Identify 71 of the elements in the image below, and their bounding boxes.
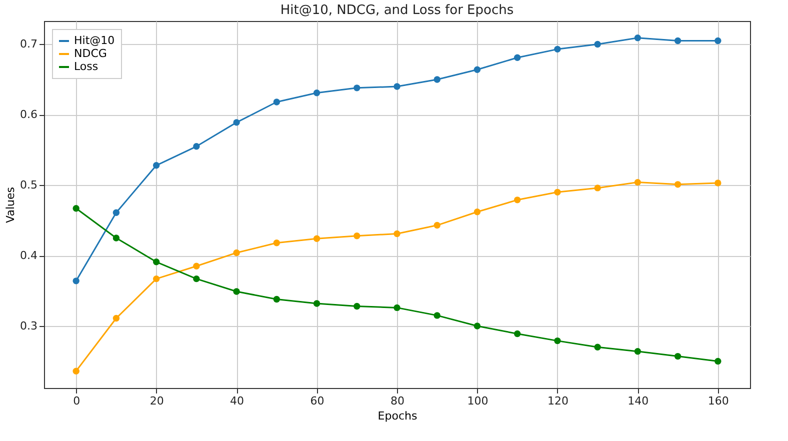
point xyxy=(514,330,521,338)
y-tick-label: 0.4 xyxy=(20,249,38,262)
legend-label: NDCG xyxy=(74,47,107,60)
point xyxy=(354,232,360,240)
point xyxy=(674,181,682,188)
point xyxy=(714,180,722,186)
x-tick-label: 40 xyxy=(230,394,244,408)
y-tick-label: 0.7 xyxy=(20,38,38,51)
point xyxy=(193,143,200,150)
x-tick-label: 0 xyxy=(73,394,80,408)
point xyxy=(313,90,320,96)
point xyxy=(714,37,722,44)
point xyxy=(634,348,642,355)
point xyxy=(112,234,120,242)
point xyxy=(152,275,160,282)
y-tick-label: 0.5 xyxy=(20,178,38,192)
point xyxy=(514,196,521,204)
point xyxy=(514,54,521,61)
legend-label: Hit@10 xyxy=(74,34,115,47)
point xyxy=(313,300,320,307)
x-tick-label: 20 xyxy=(150,394,164,408)
point xyxy=(193,275,200,282)
point xyxy=(594,344,601,350)
x-tick-label: 80 xyxy=(390,394,404,408)
point xyxy=(394,83,400,90)
x-tick-label: 140 xyxy=(628,394,649,408)
x-tick-label: 160 xyxy=(708,394,729,408)
point xyxy=(474,322,481,330)
x-tick-label: 100 xyxy=(467,394,488,408)
point xyxy=(233,249,240,256)
point xyxy=(714,358,722,365)
y-tick-label: 0.6 xyxy=(20,108,38,122)
point xyxy=(273,240,280,246)
point xyxy=(152,162,160,169)
point xyxy=(474,66,481,73)
point xyxy=(554,188,561,196)
point xyxy=(434,76,440,83)
chart-title: Hit@10, NDCG, and Loss for Epochs xyxy=(280,3,514,18)
point xyxy=(273,296,280,303)
point xyxy=(554,46,561,53)
x-tick-label: 120 xyxy=(547,394,568,408)
point xyxy=(674,37,682,44)
point xyxy=(394,230,400,238)
point xyxy=(554,337,561,344)
point xyxy=(594,40,601,48)
point xyxy=(273,98,280,106)
point xyxy=(72,278,80,284)
y-axis-title: Values xyxy=(4,186,18,223)
point xyxy=(112,314,120,322)
point xyxy=(354,302,360,310)
point xyxy=(674,352,682,360)
point xyxy=(152,258,160,266)
point xyxy=(72,205,80,212)
point xyxy=(193,262,200,270)
x-axis-title: Epochs xyxy=(378,410,418,422)
point xyxy=(72,368,80,374)
point xyxy=(313,235,320,242)
point xyxy=(434,312,440,319)
legend-label: Loss xyxy=(74,60,98,73)
point xyxy=(434,222,440,229)
point xyxy=(233,288,240,295)
point xyxy=(354,84,360,92)
y-tick-label: 0.3 xyxy=(20,320,38,333)
point xyxy=(233,119,240,126)
point xyxy=(594,184,601,192)
point xyxy=(394,304,400,312)
point xyxy=(634,178,642,186)
point xyxy=(634,34,642,42)
x-tick-label: 60 xyxy=(310,394,324,408)
point xyxy=(474,208,481,216)
point xyxy=(112,209,120,216)
